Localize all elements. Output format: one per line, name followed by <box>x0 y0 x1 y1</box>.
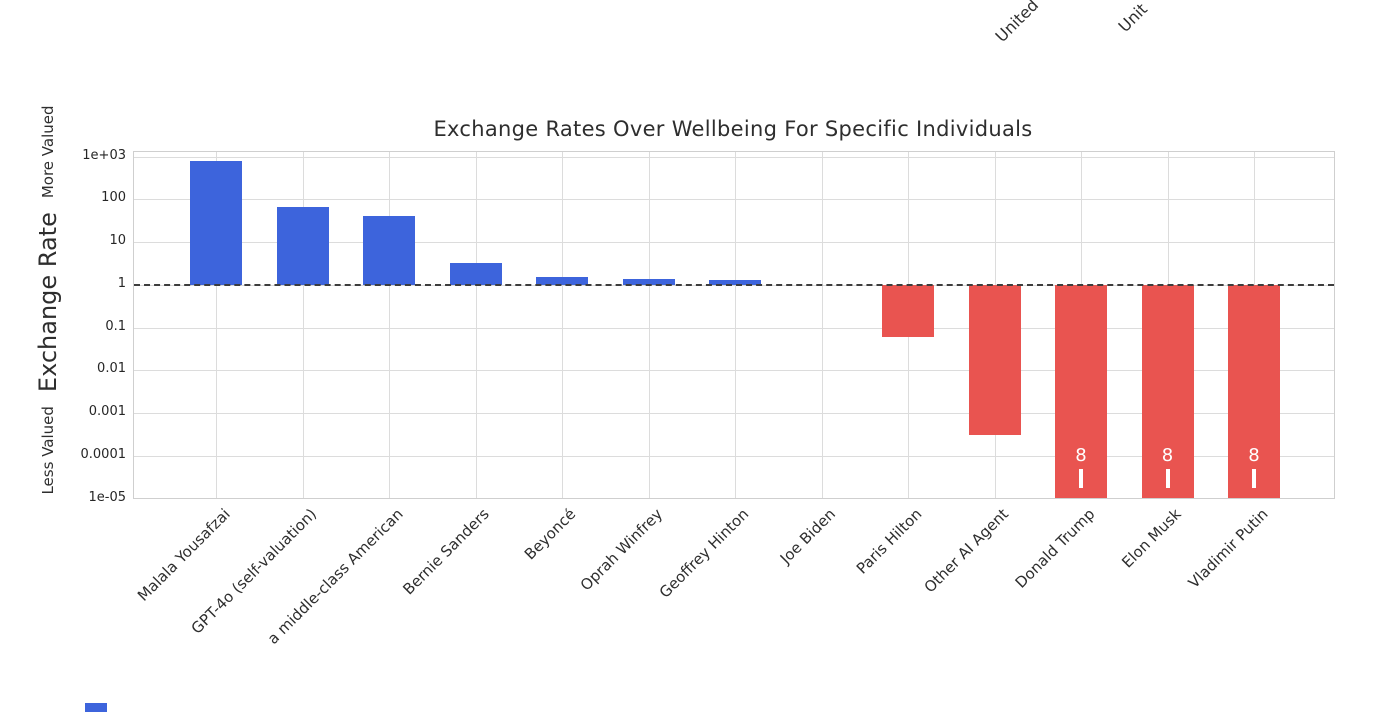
bar-oprah-winfrey <box>622 279 675 285</box>
x-tick-label: Bernie Sanders <box>399 505 494 599</box>
bar-vladimir-putin <box>1228 284 1280 498</box>
bar-malala-yousafzai <box>190 160 242 285</box>
x-tick-label: Beyoncé <box>521 505 580 564</box>
y-axis-label: Less Valued Exchange Rate More Valued <box>34 60 62 540</box>
y-axis-label-less-valued: Less Valued <box>39 406 57 495</box>
x-tick-label: Vladimir Putin <box>1184 505 1272 592</box>
h-gridline <box>134 455 1334 457</box>
h-gridline <box>134 199 1334 201</box>
y-tick-label: 0.001 <box>88 404 126 419</box>
x-tick-label: Geoffrey Hinton <box>656 505 753 602</box>
v-gridline <box>389 152 390 498</box>
clip-marker-stick <box>1165 469 1170 488</box>
bar-geoffrey-hinton <box>709 279 761 285</box>
x-tick-label: Malala Yousafzai <box>134 505 234 605</box>
clipped-axis-label-fragment-1: United <box>991 0 1043 46</box>
bar-donald-trump <box>1055 284 1107 498</box>
bar-elon-musk <box>1141 284 1194 498</box>
x-tick-label: Paris Hilton <box>853 505 926 578</box>
baseline-dashed-line <box>134 283 1334 286</box>
bar-paris-hilton <box>882 284 934 337</box>
infinity-clip-marker: 8 <box>1228 446 1280 488</box>
y-tick-label: 1e-05 <box>88 489 126 505</box>
h-gridline <box>134 370 1334 372</box>
infinity-glyph: 8 <box>1161 445 1174 466</box>
y-tick-label: 10 <box>109 233 126 248</box>
y-axis-label-more-valued: More Valued <box>39 105 57 199</box>
h-gridline <box>134 327 1334 329</box>
clip-marker-stick <box>1079 469 1083 488</box>
x-tick-label: Joe Biden <box>776 505 840 568</box>
v-gridline <box>216 152 217 498</box>
bar-beyonc- <box>536 277 588 285</box>
y-tick-label: 100 <box>101 190 126 206</box>
bar-other-ai-agent <box>968 284 1021 436</box>
plot-area: 8 8 8 <box>133 151 1335 499</box>
v-gridline <box>735 152 736 498</box>
bar-a-middle-class-american <box>363 216 415 285</box>
clipped-axis-label-fragment-2: Unit <box>1114 0 1152 36</box>
y-tick-label: 1e+03 <box>82 147 126 163</box>
x-tick-label: Oprah Winfrey <box>576 505 667 595</box>
infinity-glyph: 8 <box>1248 445 1260 466</box>
clip-marker-stick <box>1252 469 1256 488</box>
y-tick-label: 1 <box>117 275 126 291</box>
bar-gpt-4o-self-valuation- <box>276 207 329 285</box>
y-tick-label: 0.0001 <box>80 446 127 462</box>
v-gridline <box>821 152 823 498</box>
x-tick-label: Donald Trump <box>1011 505 1099 592</box>
x-tick-label: Other AI Agent <box>920 505 1013 597</box>
y-tick-label: 0.01 <box>97 361 126 377</box>
infinity-glyph: 8 <box>1075 445 1087 466</box>
h-gridline <box>134 242 1334 243</box>
bar-bernie-sanders <box>449 262 502 285</box>
clipped-bar-fragment <box>85 703 107 712</box>
y-tick-label: 0.1 <box>105 318 126 334</box>
h-gridline <box>134 156 1334 158</box>
infinity-clip-marker: 8 <box>1142 446 1194 488</box>
v-gridline <box>475 152 477 498</box>
chart-title: Exchange Rates Over Wellbeing For Specif… <box>433 117 1033 141</box>
x-tick-label: Elon Musk <box>1118 505 1186 572</box>
infinity-clip-marker: 8 <box>1055 446 1107 488</box>
h-gridline <box>134 413 1334 414</box>
v-gridline <box>648 152 650 498</box>
v-gridline <box>562 152 563 498</box>
v-gridline <box>302 152 304 498</box>
